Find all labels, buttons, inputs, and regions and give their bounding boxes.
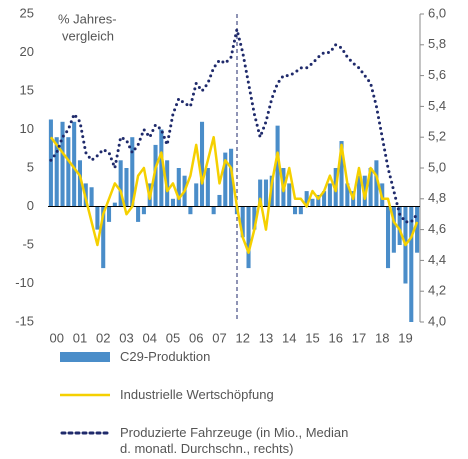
bar [211, 206, 216, 215]
bar [124, 168, 129, 207]
bar [327, 183, 332, 207]
bar [374, 160, 379, 207]
x-tick-label: 14 [282, 330, 296, 345]
legend-label: Industrielle Wertschöpfung [120, 387, 274, 402]
bar [136, 206, 141, 222]
bar [141, 206, 146, 215]
bar [229, 148, 234, 207]
bar [77, 160, 83, 207]
bar [188, 206, 193, 215]
x-tick-label: 16 [328, 330, 342, 345]
bar [310, 198, 315, 207]
bar [130, 137, 135, 207]
x-tick-label: 17 [352, 330, 366, 345]
x-tick-label: 13 [259, 330, 273, 345]
y-tick-label: 0 [27, 198, 34, 213]
bar [258, 179, 263, 207]
bar [263, 179, 269, 207]
bar [159, 129, 164, 207]
y-tick-label: 10 [20, 121, 34, 136]
y2-tick-label: 5,2 [428, 129, 446, 144]
bar [89, 187, 94, 207]
y-tick-label: -15 [15, 313, 34, 328]
legend-label: Produzierte Fahrzeuge (in Mio., Median d… [120, 425, 349, 456]
bar [106, 206, 112, 222]
bar [345, 183, 350, 207]
bar [95, 206, 100, 230]
bar [304, 191, 309, 207]
bar [118, 160, 123, 207]
x-tick-label: 02 [96, 330, 110, 345]
y2-tick-label: 4,6 [428, 221, 446, 236]
bar [240, 206, 245, 238]
y-tick-label: 15 [20, 82, 34, 97]
y2-tick-label: 4,0 [428, 313, 446, 328]
legend-label: C29-Produktion [120, 349, 211, 364]
bar [246, 206, 251, 269]
bar [176, 168, 181, 207]
bar [385, 206, 391, 269]
x-tick-label: 00 [49, 330, 63, 345]
y2-tick-label: 5,0 [428, 159, 446, 174]
bar [415, 206, 420, 253]
x-tick-label: 07 [212, 330, 226, 345]
x-tick-label: 01 [73, 330, 87, 345]
bar [316, 194, 321, 207]
bar [252, 206, 257, 230]
legend-swatch [60, 352, 110, 362]
annotation: vergleich [62, 28, 114, 43]
bar [194, 183, 199, 207]
y2-tick-label: 4,4 [428, 252, 446, 267]
bar [54, 137, 59, 207]
bar [112, 202, 117, 207]
x-tick-label: 05 [166, 330, 180, 345]
y2-tick-label: 6,0 [428, 5, 446, 20]
bar [205, 168, 210, 207]
y2-tick-label: 5,4 [428, 98, 446, 113]
bar [199, 121, 205, 207]
bar [298, 206, 303, 215]
bar [170, 198, 176, 207]
x-tick-label: 19 [398, 330, 412, 345]
bar [275, 125, 280, 207]
bar [339, 141, 344, 207]
x-tick-label: 18 [375, 330, 389, 345]
bar [368, 168, 373, 207]
bar [153, 144, 158, 207]
bar [292, 206, 298, 215]
bar [397, 206, 402, 245]
y2-tick-label: 5,8 [428, 36, 446, 51]
y-tick-label: 20 [20, 44, 34, 59]
y2-tick-label: 4,8 [428, 190, 446, 205]
x-tick-label: 04 [142, 330, 156, 345]
bar [60, 121, 65, 207]
bar [356, 175, 362, 207]
bar [101, 206, 106, 269]
bar [391, 206, 396, 253]
bar [287, 183, 292, 207]
series-line [49, 135, 419, 254]
y-tick-label: -10 [15, 275, 34, 290]
x-tick-label: 12 [235, 330, 249, 345]
bar [48, 119, 53, 207]
y2-tick-label: 4,2 [428, 283, 446, 298]
y-tick-label: 5 [27, 159, 34, 174]
y-tick-label: 25 [20, 5, 34, 20]
bar [66, 137, 71, 207]
y-tick-label: -5 [22, 236, 34, 251]
bar [409, 206, 414, 322]
x-tick-label: 15 [305, 330, 319, 345]
bar [362, 175, 367, 207]
x-tick-label: 03 [119, 330, 133, 345]
annotation: % Jahres- [58, 11, 117, 26]
bar [223, 152, 228, 207]
bar [322, 191, 327, 207]
bar [72, 121, 77, 207]
x-tick-label: 06 [189, 330, 203, 345]
y2-tick-label: 5,6 [428, 67, 446, 82]
bar [217, 194, 222, 207]
